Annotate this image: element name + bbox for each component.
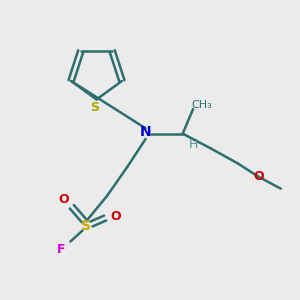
Text: O: O	[58, 193, 68, 206]
Text: F: F	[57, 243, 65, 256]
Text: N: N	[140, 125, 152, 139]
Text: H: H	[188, 138, 198, 151]
Text: O: O	[110, 210, 121, 224]
Text: S: S	[81, 219, 91, 233]
Text: O: O	[253, 170, 264, 183]
Text: S: S	[91, 101, 100, 114]
Text: CH₃: CH₃	[191, 100, 212, 110]
